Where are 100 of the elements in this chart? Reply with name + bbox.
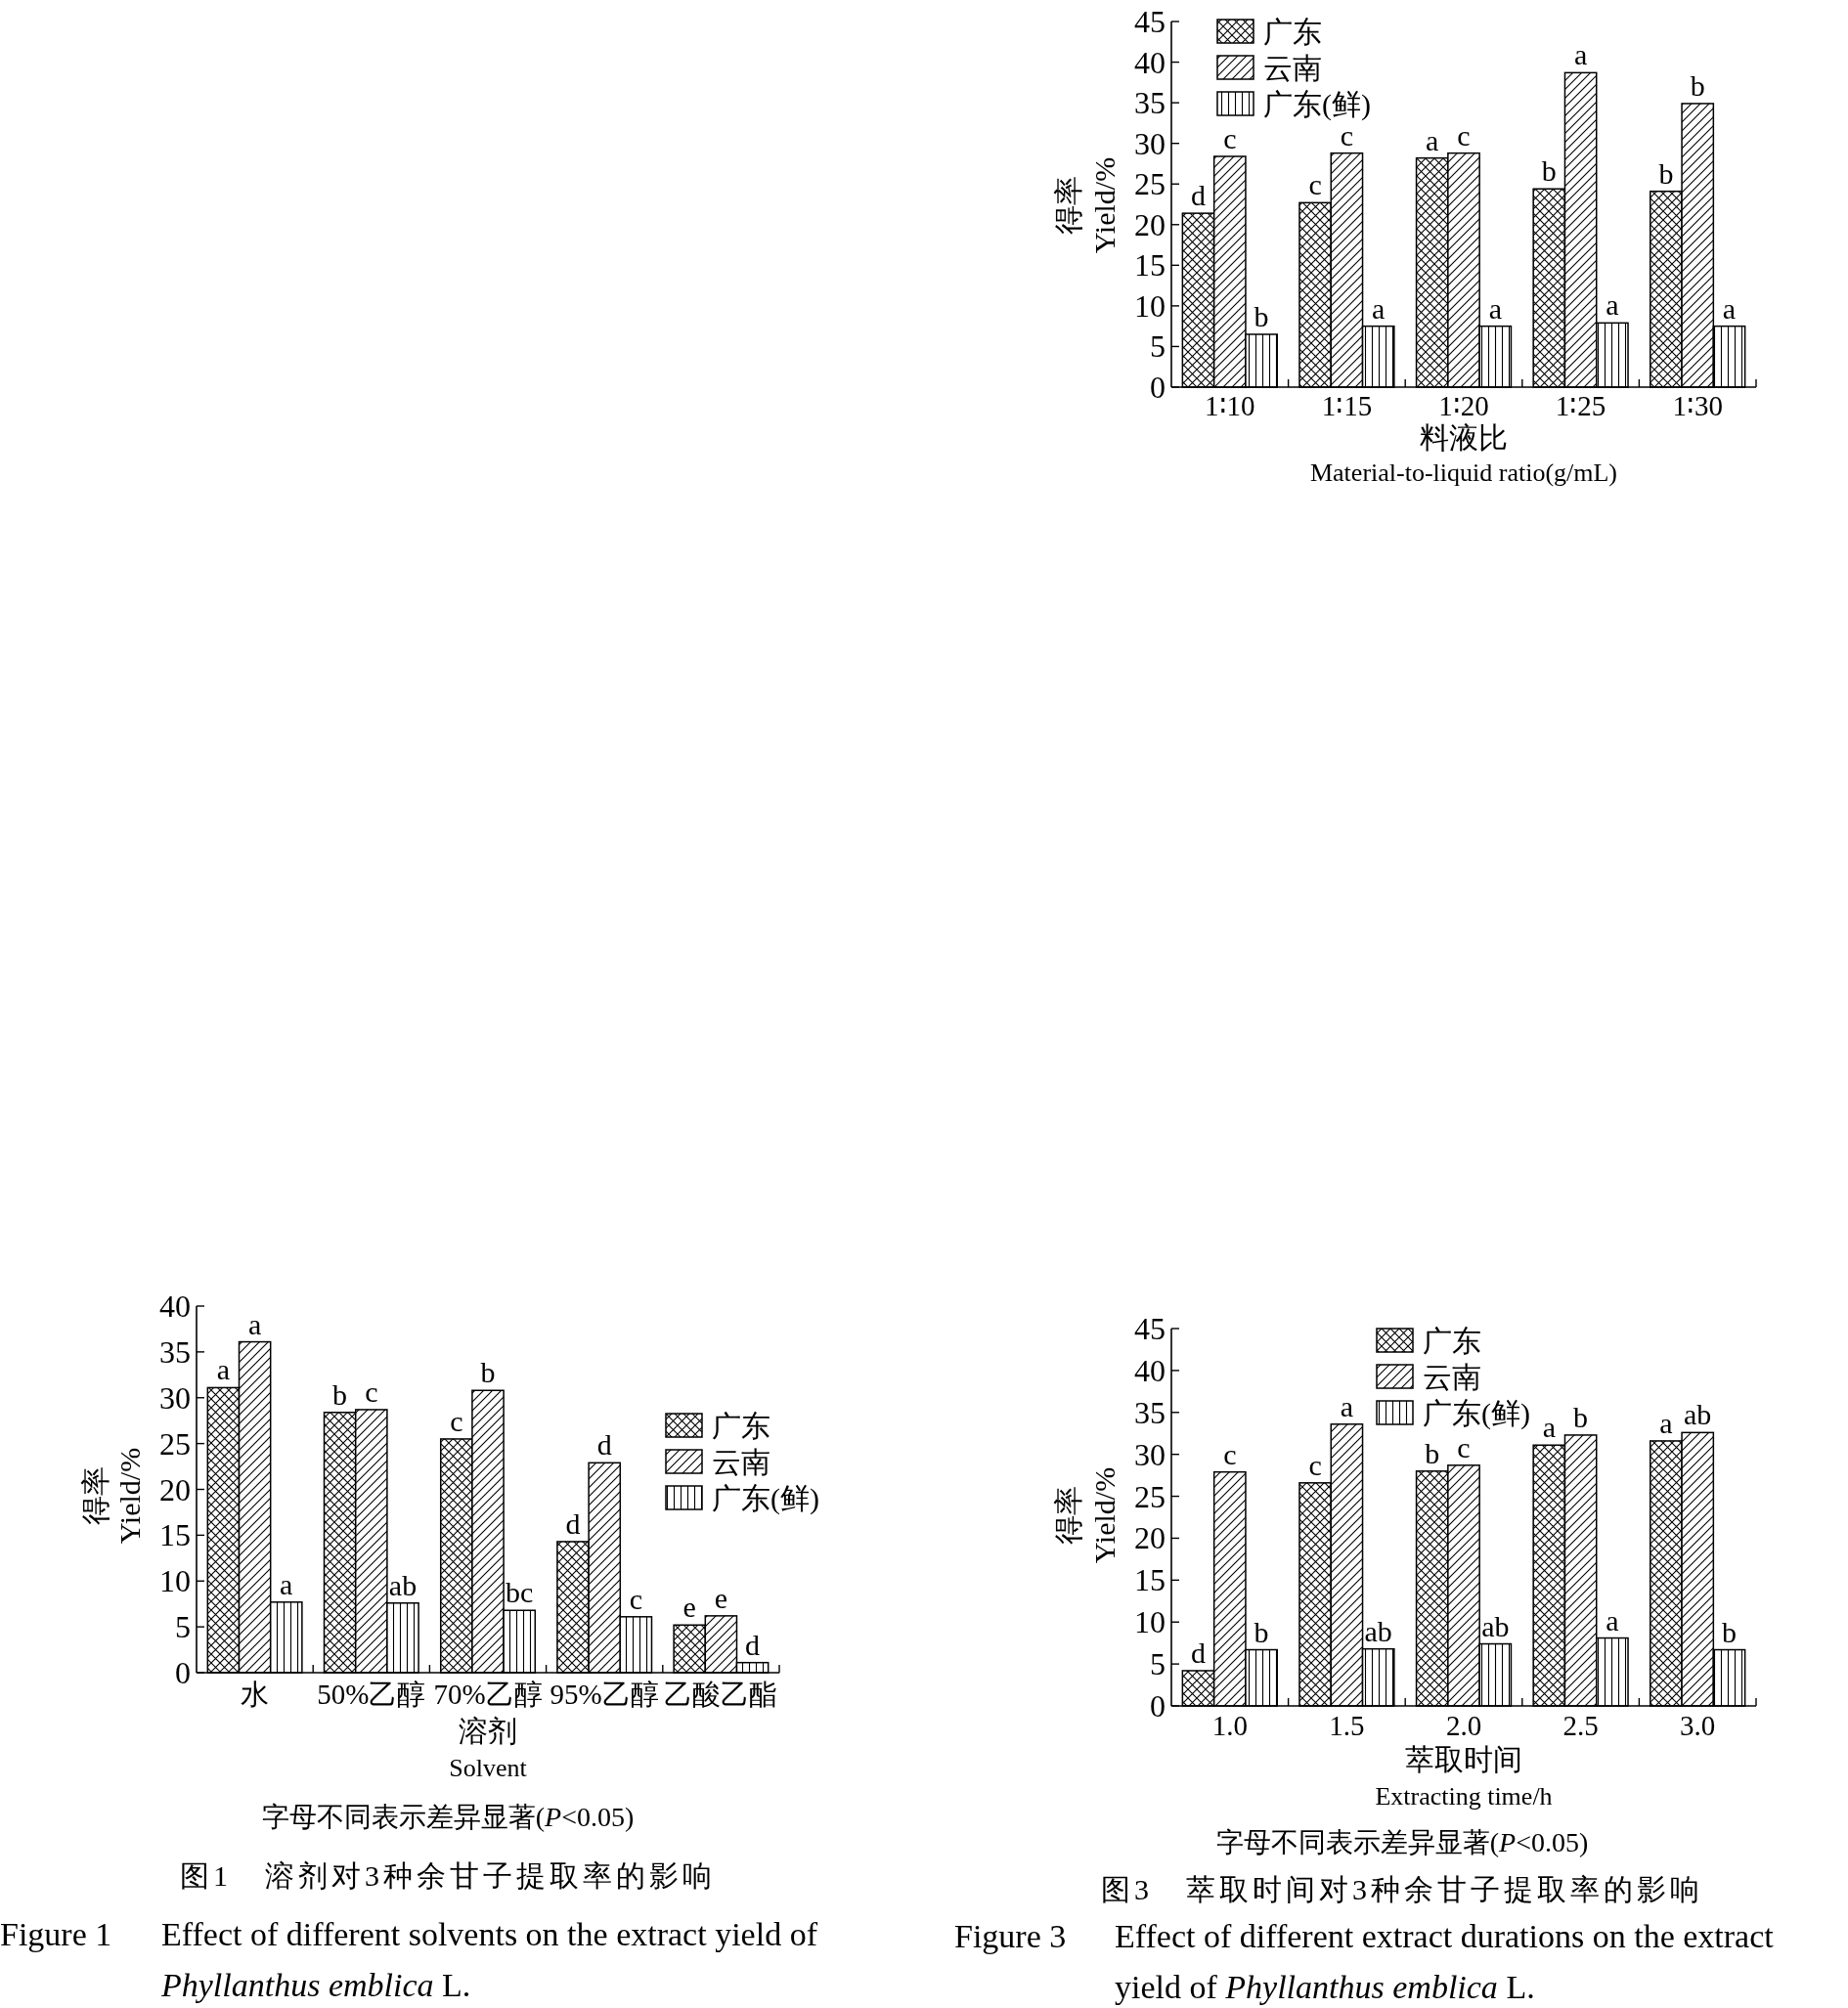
legend-label: 广东(鲜) [1263,87,1371,121]
y-tick-label: 5 [175,1609,191,1645]
data-label: a [1372,291,1386,325]
x-tick-label: 70%乙醇 [433,1679,543,1710]
data-label: d [596,1428,612,1462]
x-tick-label: 1.5 [1329,1710,1365,1741]
data-label: c [365,1375,378,1408]
x-tick-label: 1.0 [1211,1710,1248,1741]
y-tick-label: 30 [1134,1436,1166,1472]
caption: 图1 溶剂对3种余甘子提取率的影响 [180,1858,716,1892]
legend-label: 云南 [1263,51,1322,84]
x-tick-label: 1∶10 [1205,390,1255,421]
y-tick-label: 0 [1150,1688,1166,1724]
data-label: b [1690,68,1705,102]
y-tick-label: 0 [1150,370,1166,405]
y-axis-title: 得率 Yield/% [1051,156,1121,254]
data-label: a [1606,288,1619,322]
x-tick-label: 1∶25 [1555,390,1606,421]
data-label: a [216,1353,231,1386]
y-tick-label: 15 [1134,1562,1166,1598]
legend-label: 广东(鲜) [1423,1396,1530,1430]
y-tick-label: 40 [1134,44,1166,80]
data-label: d [745,1628,761,1661]
y-tick-label: 20 [1134,206,1166,242]
data-label: b [1658,156,1674,190]
text: Figure 1 Effect of different solvents on the extract yield of Phyllanthus emblica L. [0,1915,817,2003]
data-label: b [332,1377,348,1411]
y-tick-label: 40 [159,1288,191,1324]
y-tick-label: 25 [1134,166,1166,202]
x-tick-label: 1∶30 [1672,390,1723,421]
x-axis-title: 溶剂 Solvent [449,1714,528,1782]
data-label: b [1254,1615,1269,1648]
data-label: d [565,1506,581,1540]
data-label: c [1223,1437,1237,1470]
y-tick-label: 25 [159,1425,191,1462]
x-tick-label: 3.0 [1680,1710,1716,1741]
legend-label: 云南 [1423,1360,1481,1393]
y-tick-label: 20 [1134,1520,1166,1556]
data-label: c [450,1404,463,1437]
y-tick-label: 25 [1134,1478,1166,1514]
data-label: b [1254,299,1269,332]
legend-label: 广东 [1263,15,1322,48]
data-label: c [1457,1430,1471,1463]
data-label: e [714,1581,728,1614]
x-axis-title: 料液比 Material-to-liquid ratio(g/mL) [1309,420,1618,487]
data-label: b [480,1356,496,1389]
x-tick-label: 乙酸乙酯 [664,1679,778,1710]
data-label: b [1573,1400,1589,1433]
data-label: ab [1481,1609,1510,1642]
y-tick-label: 5 [1150,328,1166,365]
x-tick-label: 1∶15 [1321,390,1373,421]
y-axis-title: 得率 Yield/% [78,1447,146,1545]
data-label: a [1722,291,1737,325]
data-label: bc [506,1576,534,1609]
data-label: a [1659,1406,1673,1439]
data-label: c [1308,1448,1322,1481]
data-label: b [1721,1615,1737,1648]
data-label: a [1606,1603,1619,1637]
data-label: c [1457,118,1471,152]
y-tick-label: 30 [159,1379,191,1416]
y-tick-label: 45 [1134,1311,1166,1346]
y-tick-label: 0 [175,1655,191,1690]
y-tick-label: 5 [1150,1646,1166,1682]
y-tick-label: 10 [1134,1604,1166,1640]
y-tick-label: 15 [159,1517,191,1553]
data-label: e [682,1591,696,1624]
legend-label: 广东 [712,1409,770,1442]
data-label: a [247,1307,262,1340]
legend-label: 云南 [712,1445,770,1478]
data-label: d [1191,1636,1207,1669]
y-tick-label: 10 [1134,287,1166,324]
data-label: c [1223,121,1237,154]
y-tick-label: 45 [1134,4,1166,39]
legend-label: 广东 [1423,1324,1481,1357]
data-label: d [1191,179,1207,212]
y-axis-title: 得率 Yield/% [1051,1466,1121,1564]
text: 字母不同表示差异显著(P<0.05) [1215,1826,1589,1857]
caption: 图3 萃取时间对3种余甘子提取率的影响 [1101,1872,1703,1905]
data-label: ab [388,1568,418,1601]
data-label: a [1488,291,1502,325]
data-label: ab [1364,1614,1392,1647]
y-tick-label: 35 [1134,85,1166,121]
data-label: a [280,1567,293,1600]
data-label: b [1425,1436,1440,1469]
data-label: a [1573,38,1588,71]
text: Figure 3 Effect of different extract durations on the extract yield of Phyllanthus emblica L. [954,1917,1774,2005]
x-axis-title: 萃取时间 Extracting time/h [1375,1742,1553,1811]
x-tick-label: 50%乙醇 [317,1679,426,1710]
data-label: c [1308,168,1322,201]
x-tick-label: 95%乙醇 [550,1679,659,1710]
data-label: c [1340,118,1354,152]
x-tick-label: 1∶20 [1438,390,1489,421]
y-tick-label: 20 [159,1471,191,1507]
data-label: ab [1684,1398,1712,1431]
data-label: a [1426,123,1439,156]
x-tick-label: 水 [241,1679,270,1710]
y-tick-label: 35 [1134,1394,1166,1430]
y-tick-label: 30 [1134,125,1166,161]
y-tick-label: 15 [1134,247,1166,284]
data-label: a [1340,1389,1354,1422]
